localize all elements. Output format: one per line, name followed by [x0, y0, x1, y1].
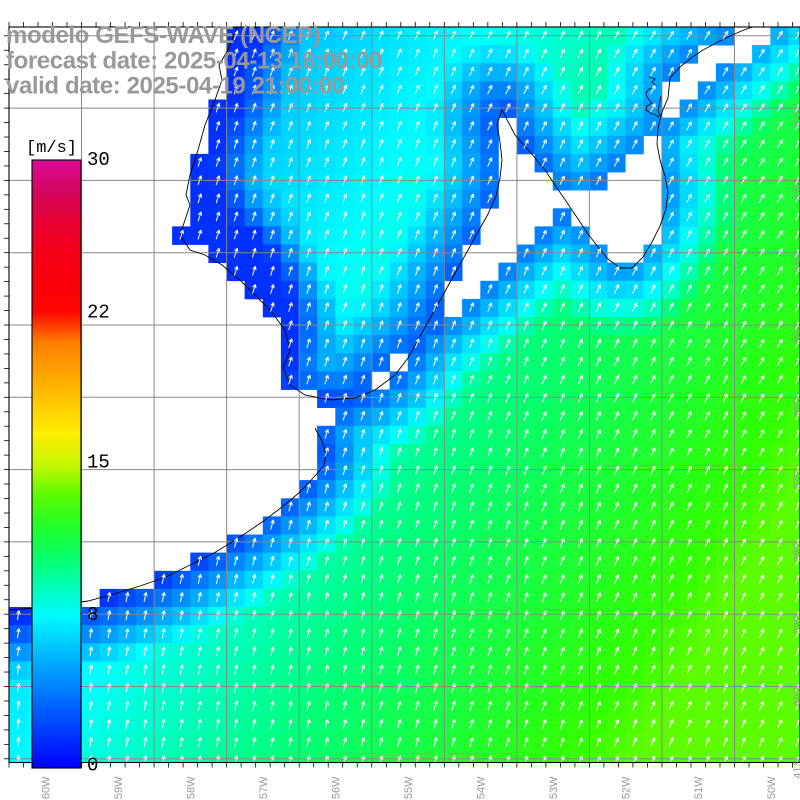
svg-text:36S: 36S — [792, 398, 800, 418]
svg-text:57W: 57W — [258, 776, 270, 799]
svg-text:52W: 52W — [621, 776, 633, 799]
svg-text:34S: 34S — [792, 253, 800, 273]
svg-text:32S: 32S — [792, 109, 800, 129]
svg-text:22: 22 — [87, 301, 110, 323]
svg-text:8: 8 — [87, 604, 98, 626]
svg-text:41S: 41S — [792, 759, 800, 779]
svg-text:forecast date: 2025-04-13 18:0: forecast date: 2025-04-13 18:00:00 — [6, 47, 382, 74]
svg-text:33S: 33S — [792, 181, 800, 201]
svg-text:valid date: 2025-04-19 21:00:0: valid date: 2025-04-19 21:00:00 — [6, 73, 345, 100]
svg-text:37S: 37S — [792, 470, 800, 490]
svg-text:35S: 35S — [792, 325, 800, 345]
svg-text:55W: 55W — [403, 776, 415, 799]
svg-text:58W: 58W — [185, 776, 197, 799]
svg-text:40S: 40S — [792, 687, 800, 707]
svg-text:59W: 59W — [113, 776, 125, 799]
svg-text:56W: 56W — [330, 776, 342, 799]
svg-text:53W: 53W — [548, 776, 560, 799]
svg-text:modelo GEFS-WAVE (NCEP): modelo GEFS-WAVE (NCEP) — [6, 22, 320, 49]
svg-text:50W: 50W — [766, 776, 778, 799]
svg-text:54W: 54W — [476, 776, 488, 799]
svg-text:39S: 39S — [792, 615, 800, 635]
svg-text:60W: 60W — [40, 776, 52, 799]
svg-text:15: 15 — [87, 451, 110, 473]
svg-text:30: 30 — [87, 149, 110, 171]
svg-text:51W: 51W — [693, 776, 705, 799]
svg-text:0: 0 — [87, 754, 98, 776]
svg-text:38S: 38S — [792, 542, 800, 562]
svg-text:[m/s]: [m/s] — [26, 139, 77, 158]
